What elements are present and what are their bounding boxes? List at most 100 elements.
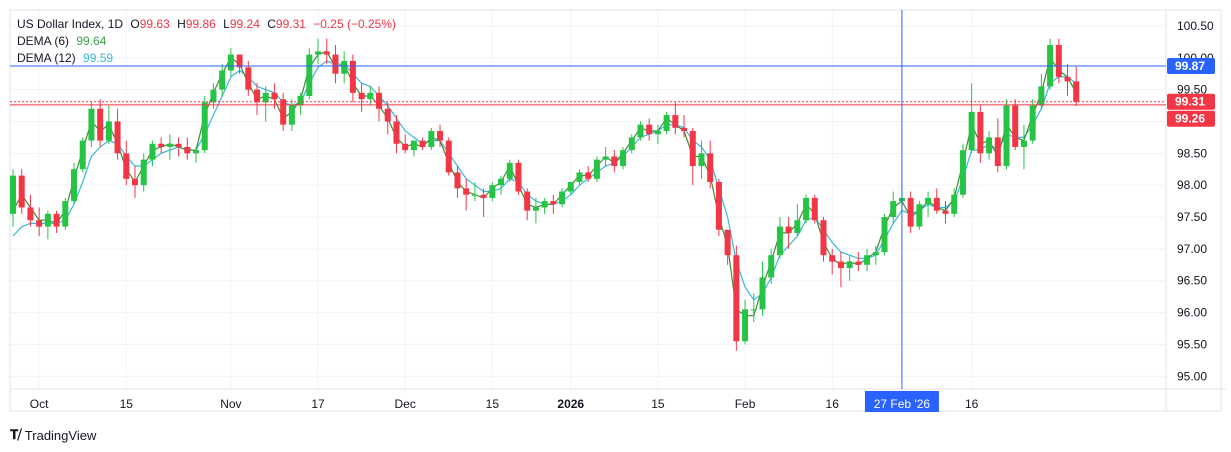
y-tick-label: 97.50 [1177,210,1207,224]
candle-body [384,108,391,122]
x-tick-label: Dec [395,397,416,411]
candle-body [942,210,949,214]
candle-body [88,108,95,141]
candle-body [10,175,16,214]
dema6-label: DEMA (6) [17,34,70,48]
candle-body [541,201,548,208]
candle-body [498,178,505,186]
candle-body [410,140,417,151]
candle-body [184,146,191,154]
x-tick-label: 2026 [557,397,584,411]
candle-body [71,169,78,202]
y-tick-label: 97.00 [1177,242,1207,256]
y-tick-label: 95.00 [1177,369,1207,383]
candle-body [768,255,775,278]
crosshair-price-badge: 99.87 [1175,59,1205,73]
y-tick-label: 98.50 [1177,146,1207,160]
close-value: 99.31 [275,17,306,31]
candle-body [175,143,182,147]
candle-body [776,226,783,256]
last-price-badge-bg [1167,93,1215,110]
candle-body [463,188,470,195]
brand-name: TradingView [24,427,97,443]
x-tick-label: 15 [651,397,665,411]
change-value: −0.25 (−0.25%) [313,17,396,31]
candle-body [759,277,766,310]
candle-body [97,108,104,141]
candle-body [123,153,130,179]
y-tick-label: 100.50 [1177,19,1214,33]
tradingview-logo-icon: 𝐓⧸ [10,427,22,442]
crosshair-date-badge: 27 Feb '26 [874,397,931,411]
candle-body [602,156,609,160]
candle-body [149,143,156,160]
candle-body [1064,76,1071,82]
candle-body [288,105,295,125]
x-tick-label: 15 [486,397,500,411]
dema6-series-line [12,50,1077,317]
candle-body [532,207,539,211]
candle-body [262,92,269,103]
candle-body [393,121,400,144]
candle-body [201,102,208,151]
candle-body [977,111,984,154]
candle-body [567,181,574,192]
candle-body [742,309,749,342]
candle-body [794,220,801,233]
dema6-legend-row[interactable]: DEMA (6) 99.64 [17,33,396,50]
dema12-legend-row[interactable]: DEMA (12) 99.59 [17,50,396,67]
candle-body [36,220,43,227]
candle-body [864,255,871,265]
candle-body [672,115,679,128]
candle-body [881,217,888,253]
candle-body [315,51,322,55]
candle-body [959,150,966,195]
candle-body [44,213,51,227]
tradingview-brand[interactable]: 𝐓⧸ TradingView [10,427,96,443]
symbol-title[interactable]: US Dollar Index, 1D [17,17,124,31]
candle-body [715,181,722,230]
candle-body [515,162,522,192]
candle-body [837,261,844,268]
candle-body [306,54,313,96]
candle-body [846,261,853,268]
candle-body [681,127,688,132]
y-tick-label: 99.50 [1177,83,1207,97]
candle-body [724,229,731,256]
candle-body [297,95,304,106]
candle-body [916,204,923,227]
candle-body [140,159,147,186]
chart-legend: US Dollar Index, 1D O99.63 H99.86 L99.24… [17,16,396,67]
candle-body [53,213,60,227]
candle-body [559,191,566,205]
candle-body [18,175,25,208]
candle-body [968,111,975,151]
candles [10,38,1080,351]
candle-body [707,153,714,182]
candle-body [480,194,487,198]
candle-body [506,162,513,179]
candle-body [593,159,600,179]
candle-body [576,172,583,182]
open-value: 99.63 [139,17,170,31]
dema12-label: DEMA (12) [17,51,76,65]
candle-body [1020,140,1027,147]
candle-body [620,150,627,167]
candle-body [750,309,757,311]
candle-body [437,131,444,141]
candle-body [419,140,426,147]
x-tick-label: Oct [30,397,49,411]
candle-body [820,220,827,256]
candle-body [733,255,740,342]
low-value: 99.24 [229,17,260,31]
candle-body [227,54,234,71]
candle-body [1073,81,1080,102]
crosshair-price-badge-bg [1167,58,1215,75]
candle-body [951,194,958,214]
last-price-badge: 99.31 [1175,95,1205,109]
candle-body [646,124,653,135]
candle-body [550,201,557,205]
candle-body [79,140,86,170]
low-label: L [223,17,230,31]
